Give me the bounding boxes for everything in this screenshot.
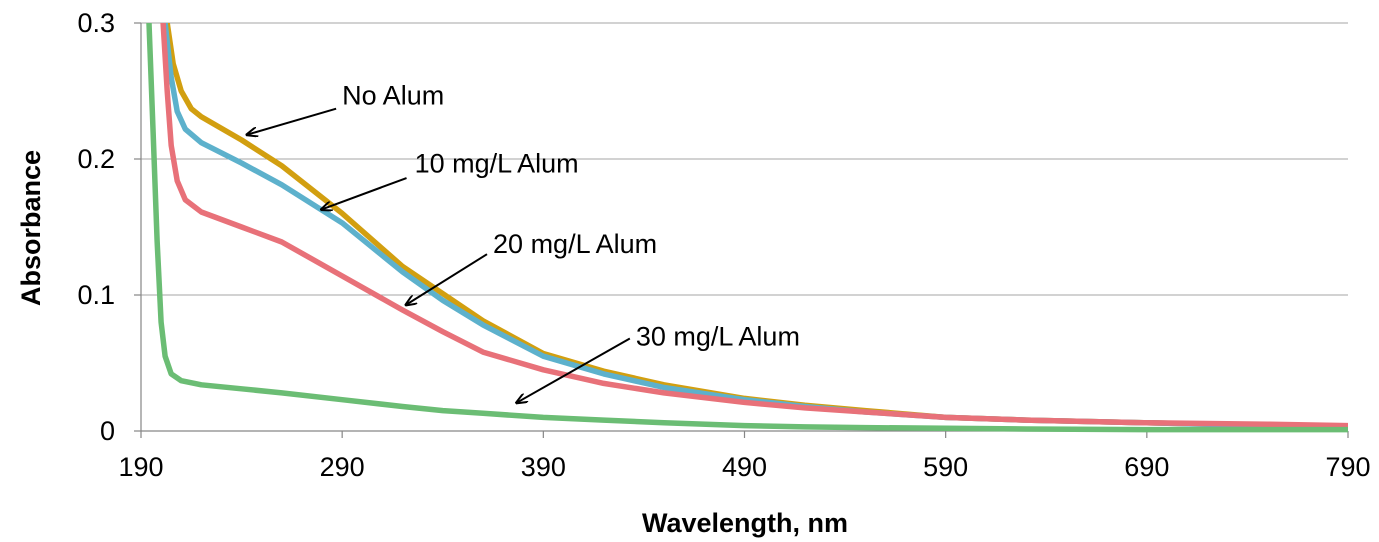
x-tick-label: 490: [722, 452, 767, 482]
y-tick-label: 0: [100, 416, 115, 446]
annotation-label-1: No Alum: [342, 81, 444, 111]
x-tick-label: 590: [923, 452, 968, 482]
x-tick-label: 390: [521, 452, 566, 482]
y-tick-label: 0.3: [77, 8, 115, 38]
series-line-4: [149, 23, 1348, 430]
annotation-label-4: 30 mg/L Alum: [636, 321, 800, 351]
annotation-arrow-2: [322, 178, 406, 209]
x-tick-label: 190: [118, 452, 163, 482]
y-axis-title: Absorbance: [16, 150, 46, 306]
y-tick-label: 0.2: [77, 144, 115, 174]
series-layer: [149, 23, 1348, 430]
annotation-arrow-1: [248, 109, 337, 135]
x-axis-title: Wavelength, nm: [642, 508, 848, 538]
x-tick-label: 690: [1124, 452, 1169, 482]
grid-layer: [141, 23, 1348, 295]
axis-layer: 0 0.1 0.2 0.3 190 290 390 490 590 690 790: [77, 8, 1370, 482]
annotation-label-3: 20 mg/L Alum: [493, 229, 657, 259]
y-tick-label: 0.1: [77, 280, 115, 310]
annotation-layer: No Alum 10 mg/L Alum 20 mg/L Alum 30 mg/L A…: [248, 81, 800, 403]
x-tick-label: 790: [1325, 452, 1370, 482]
x-tick-label: 290: [320, 452, 365, 482]
annotation-label-2: 10 mg/L Alum: [415, 149, 579, 179]
